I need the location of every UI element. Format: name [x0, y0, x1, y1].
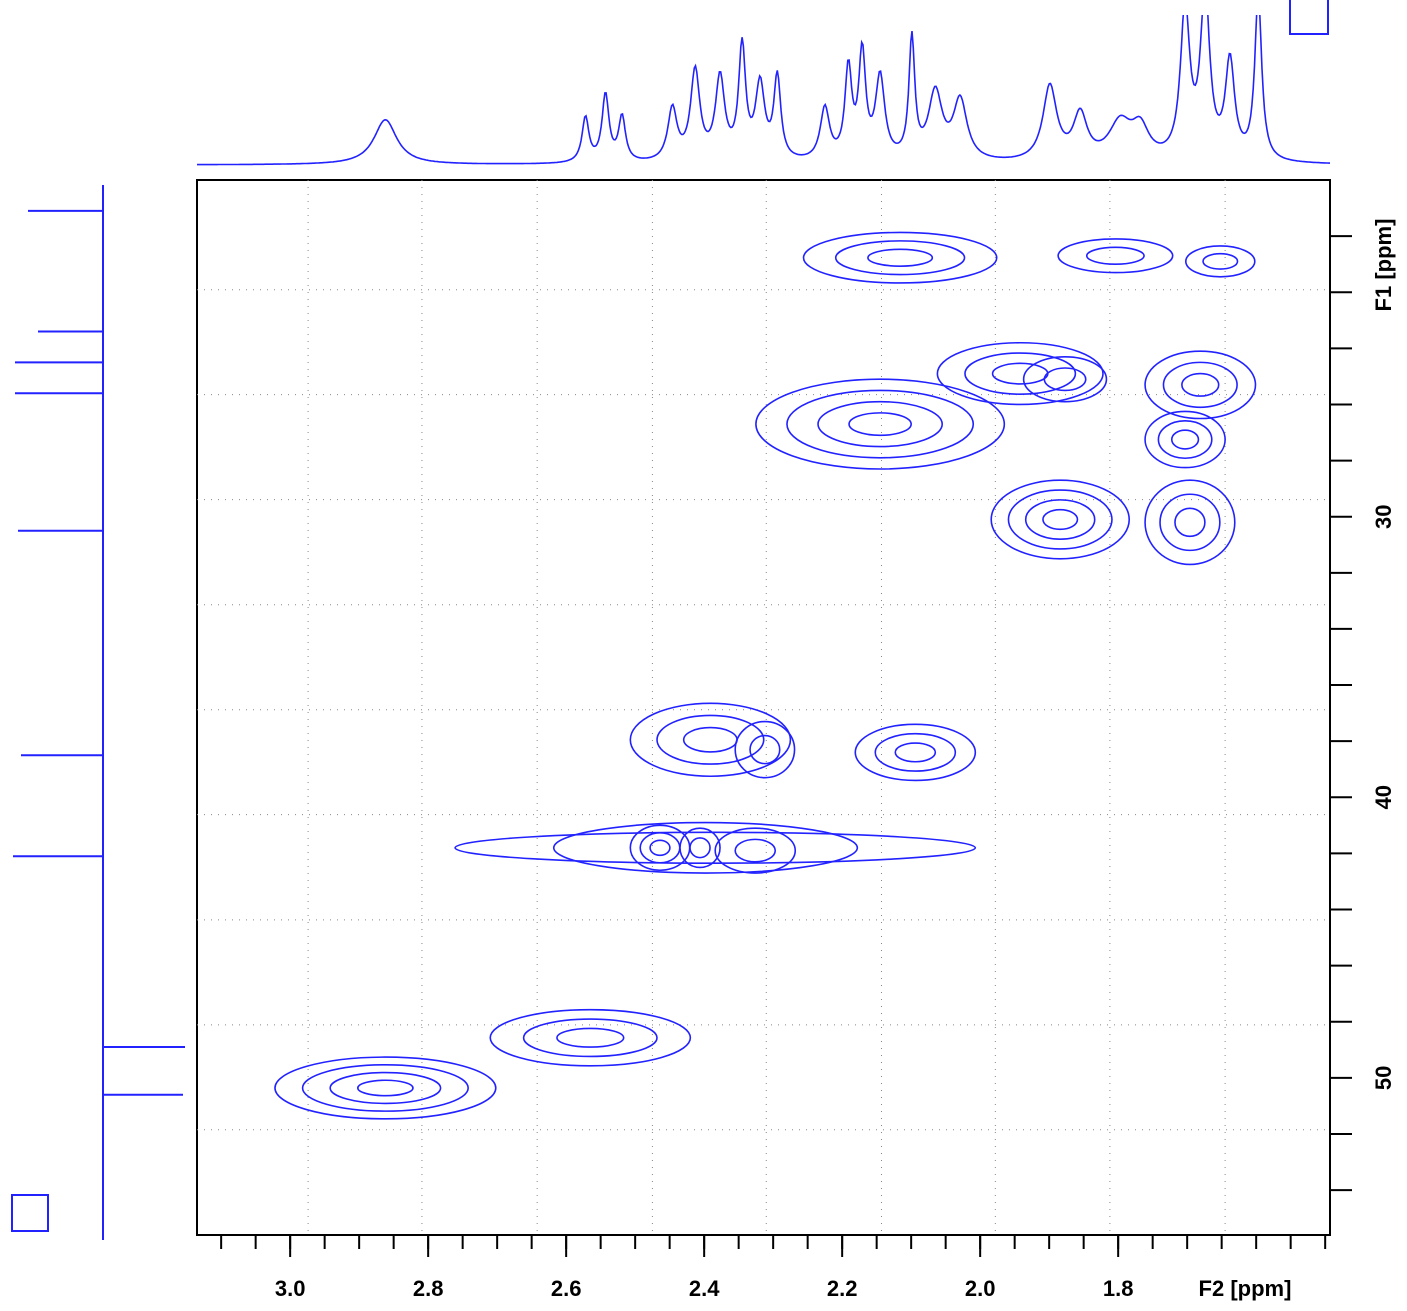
contour-line [874, 732, 957, 772]
contour-line [552, 821, 859, 874]
x-tick-label: 2.4 [689, 1276, 720, 1301]
contour-line [639, 832, 681, 864]
contour-line [1202, 252, 1239, 270]
contour-line [1042, 508, 1079, 531]
contour-line [964, 352, 1077, 395]
contour-line [867, 248, 934, 267]
contour-line [1085, 246, 1145, 265]
x-tick-label: 3.0 [275, 1276, 306, 1301]
y-tick-label: 40 [1371, 785, 1396, 809]
f2-projection [197, 15, 1330, 166]
contour-line [329, 1071, 442, 1105]
y-tick-label: 30 [1371, 504, 1396, 528]
x-axis-label: F2 [ppm] [1199, 1276, 1292, 1301]
plot-frame [196, 179, 1331, 1236]
contour-line [656, 714, 765, 765]
contour-line [1144, 410, 1226, 469]
contour-line [848, 412, 912, 437]
contour-line [991, 362, 1049, 385]
contour-line [817, 400, 944, 448]
contour-line [1162, 361, 1238, 409]
contour-line [1181, 372, 1220, 397]
contour-line [1024, 499, 1096, 540]
contour-line [734, 838, 777, 863]
contour-line [1007, 489, 1113, 550]
contour-line [802, 231, 998, 284]
contour-line [522, 1018, 658, 1058]
contour-line [755, 378, 1006, 470]
contour-line [1043, 367, 1087, 392]
x-tick-label: 2.0 [965, 1276, 996, 1301]
y-axis-label: F1 [ppm] [1371, 219, 1396, 312]
corner-box [11, 1194, 49, 1232]
contour-line [356, 1079, 414, 1097]
contour-line [1170, 429, 1200, 450]
contour-line [689, 837, 711, 859]
contour-line [1157, 420, 1213, 460]
contour-line [786, 389, 975, 459]
contour-line [682, 726, 738, 753]
contour-line [1144, 479, 1236, 566]
corner-box [1289, 0, 1329, 35]
contour-line [301, 1064, 469, 1112]
x-tick-label: 2.8 [413, 1276, 444, 1301]
x-tick-label: 2.2 [827, 1276, 858, 1301]
contour-line [1057, 238, 1174, 274]
contour-line [1159, 493, 1221, 552]
contour-line [274, 1056, 497, 1120]
contour-line [854, 723, 977, 782]
contour-line [679, 827, 721, 869]
contour-line [1174, 507, 1206, 538]
contour-line [749, 734, 781, 765]
contour-line [734, 720, 796, 779]
contour-line [990, 479, 1131, 560]
contour-line [1144, 350, 1257, 420]
x-tick-label: 2.6 [551, 1276, 582, 1301]
x-tick-label: 1.8 [1103, 1276, 1134, 1301]
contour-line [489, 1008, 692, 1067]
y-tick-label: 50 [1371, 1066, 1396, 1090]
contour-line [454, 831, 977, 865]
contour-line [894, 742, 937, 763]
contour-line [1184, 245, 1256, 278]
contour-line [936, 341, 1104, 406]
contour-line [1022, 355, 1108, 403]
contours [274, 231, 1257, 1120]
contour-line [714, 827, 797, 874]
contour-line [834, 240, 966, 276]
contour-line [556, 1027, 625, 1048]
contour-line [629, 702, 792, 778]
contour-line [649, 839, 671, 857]
